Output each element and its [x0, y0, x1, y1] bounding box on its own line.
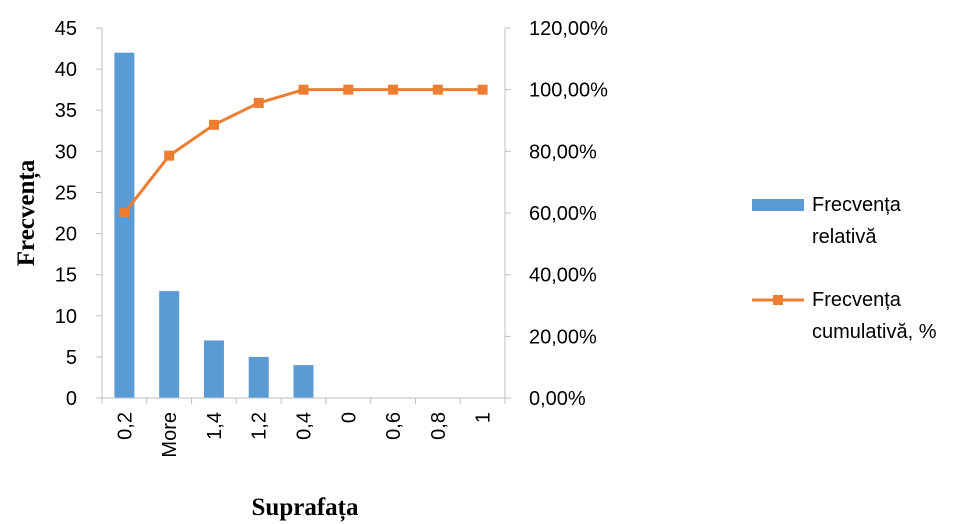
y-tick-label: 45 — [55, 18, 77, 40]
y2-tick-label: 80,00% — [529, 141, 597, 163]
x-tick-label: 0,6 — [383, 412, 405, 440]
cumulative-marker-3 — [253, 97, 264, 108]
cumulative-marker-5 — [343, 84, 354, 95]
x-tick-label: More — [159, 412, 181, 458]
legend-label-line: Frecvența cumulativă, % — [812, 289, 937, 343]
x-axis-title: Suprafața — [252, 494, 359, 522]
legend-label-bar-line1: Frecvența — [812, 194, 902, 216]
bar-2 — [203, 340, 224, 398]
legend-label-line-line1: Frecvența — [812, 289, 902, 311]
legend-label-bar-line2: relativă — [812, 226, 877, 248]
legend-label-bar: Frecvența relativă — [812, 194, 907, 248]
x-tick-label: 0,8 — [428, 412, 450, 440]
x-tick-label: 1 — [473, 412, 495, 423]
x-tick-label: 0 — [338, 412, 360, 423]
y-tick-label: 35 — [55, 100, 77, 122]
legend-label-line-line2: cumulativă, % — [812, 321, 937, 343]
cumulative-marker-4 — [298, 84, 309, 95]
y2-tick-label: 60,00% — [529, 203, 597, 225]
bar-series — [114, 52, 314, 399]
y2-tick-label: 20,00% — [529, 326, 597, 348]
x-tick-label: 1,4 — [204, 412, 226, 440]
axis-ticks: 0510152025303540450,00%20,00%40,00%60,00… — [55, 18, 608, 458]
y-tick-label: 20 — [55, 224, 77, 246]
bar-3 — [248, 356, 269, 398]
y2-tick-label: 40,00% — [529, 265, 597, 287]
bar-1 — [159, 291, 180, 398]
cumulative-marker-6 — [388, 84, 399, 95]
y2-tick-label: 0,00% — [529, 388, 586, 410]
cumulative-marker-8 — [477, 84, 488, 95]
y2-tick-label: 120,00% — [529, 18, 608, 40]
legend-swatch-bar — [752, 199, 804, 211]
cumulative-marker-0 — [119, 208, 130, 218]
y2-tick-label: 100,00% — [529, 80, 608, 102]
bar-0 — [114, 52, 135, 399]
cumulative-marker-7 — [432, 84, 443, 95]
y-tick-label: 15 — [55, 265, 77, 287]
cumulative-marker-2 — [208, 119, 219, 130]
y-tick-label: 5 — [66, 347, 77, 369]
cumulative-line — [123, 88, 483, 214]
y-tick-label: 30 — [55, 141, 77, 163]
y-axis-title: Frecvența — [13, 159, 41, 266]
cumulative-series — [119, 84, 488, 218]
legend: Frecvența relativă Frecvența cumulativă,… — [752, 194, 937, 343]
legend-swatch-marker — [773, 295, 783, 305]
cumulative-marker-1 — [164, 150, 175, 161]
x-tick-label: 1,2 — [249, 412, 271, 440]
x-tick-label: 0,2 — [114, 412, 136, 440]
bar-4 — [293, 365, 314, 398]
x-tick-label: 0,4 — [294, 412, 316, 440]
y-tick-label: 10 — [55, 306, 77, 328]
y-tick-label: 25 — [55, 182, 77, 204]
y-tick-label: 40 — [55, 59, 77, 81]
y-tick-label: 0 — [66, 388, 77, 410]
